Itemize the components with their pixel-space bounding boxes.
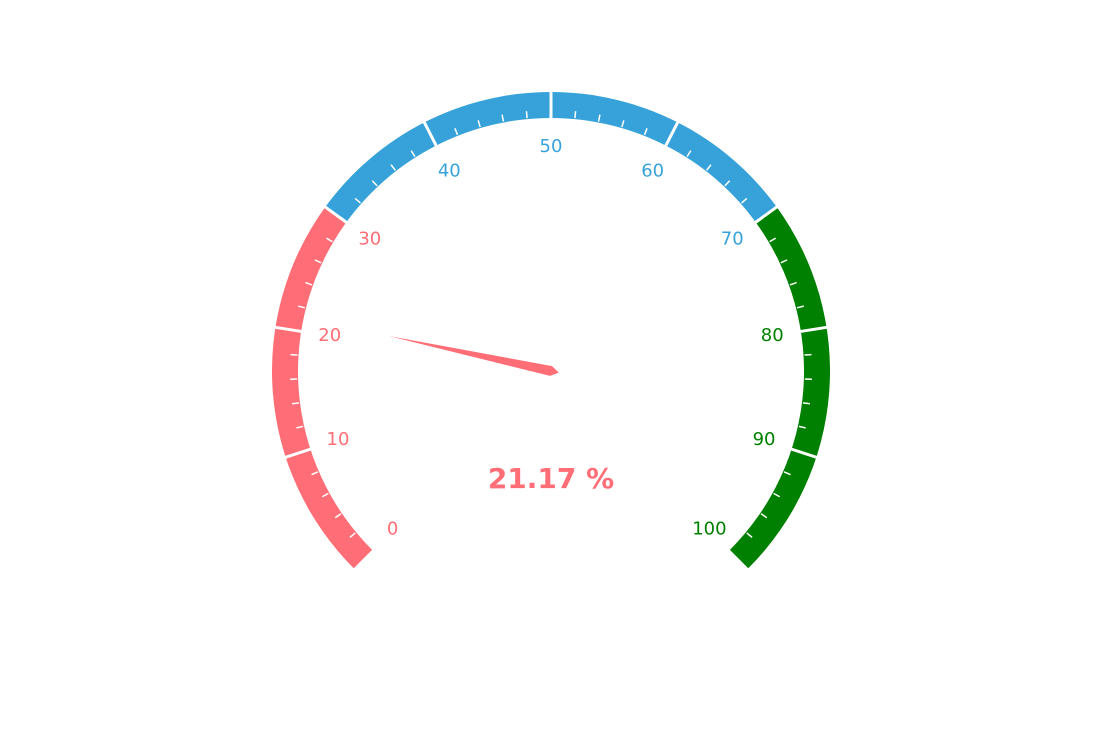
gauge-tick-label: 60 (641, 160, 664, 181)
gauge-band-0 (271, 207, 373, 569)
gauge-minor-tick (390, 164, 396, 171)
gauge-minor-tick (525, 111, 528, 119)
gauge-tick-label: 100 (692, 518, 726, 539)
gauge-minor-ticks (290, 111, 812, 538)
gauge-tick-label: 20 (318, 325, 341, 346)
gauge-tick-label: 80 (761, 325, 784, 346)
gauge-minor-tick (643, 128, 648, 136)
gauge-minor-tick (769, 237, 777, 243)
gauge-minor-tick (621, 120, 625, 128)
gauge-minor-tick (798, 425, 806, 429)
gauge-split-line (422, 120, 438, 148)
gauge-minor-tick (597, 114, 601, 122)
gauge-tick-label: 0 (387, 518, 398, 539)
gauge-minor-tick (760, 513, 768, 519)
gauge-minor-tick (291, 402, 300, 405)
gauge-minor-tick (796, 305, 804, 309)
gauge-minor-tick (371, 180, 378, 187)
gauge-minor-tick (789, 281, 797, 286)
gauge-minor-tick (686, 150, 692, 157)
gauge-tick-label: 10 (327, 429, 350, 450)
gauge-minor-tick (773, 492, 781, 498)
gauge-band-1 (325, 91, 777, 223)
gauge-split-line (323, 205, 349, 225)
gauge-minor-tick (305, 281, 313, 286)
gauge-minor-tick (724, 180, 731, 187)
gauge-split-line (753, 205, 779, 225)
gauge-minor-tick (574, 111, 577, 119)
gauge-minor-tick (410, 150, 416, 157)
gauge-bands (271, 91, 831, 569)
gauge-tick-label: 30 (358, 228, 381, 249)
gauge-tick-label: 70 (721, 228, 744, 249)
gauge-minor-tick (314, 259, 322, 264)
gauge-minor-tick (746, 532, 753, 538)
gauge-minor-tick (741, 197, 748, 204)
gauge-minor-tick (477, 120, 481, 128)
gauge-minor-tick (354, 197, 361, 204)
gauge-band-2 (729, 207, 831, 569)
gauge-minor-tick (298, 305, 306, 309)
gauge-minor-tick (334, 513, 342, 519)
gauge-minor-tick (454, 128, 459, 136)
gauge-split-line (284, 447, 312, 459)
gauge-split-line (664, 120, 680, 148)
gauge-tick-labels: 0 10 20 30 40 50 60 70 80 90 100 (318, 136, 783, 539)
gauge-tick-label: 40 (438, 160, 461, 181)
gauge-split-line (274, 325, 303, 334)
gauge-minor-tick (501, 114, 505, 122)
gauge-minor-tick (325, 237, 333, 243)
gauge-minor-tick (311, 471, 319, 476)
gauge-pointer (388, 336, 559, 376)
gauge-split-line (799, 325, 828, 334)
gauge-split-line (790, 447, 818, 459)
gauge-tick-label: 90 (753, 429, 776, 450)
gauge-split-lines (274, 91, 828, 459)
gauge-minor-tick (783, 471, 791, 476)
gauge-value-label: 21.17 % (488, 462, 614, 495)
gauge-minor-tick (780, 259, 788, 264)
gauge-tick-label: 50 (540, 136, 563, 157)
gauge-minor-tick (802, 402, 811, 405)
gauge-minor-tick (296, 425, 304, 429)
gauge-minor-tick (706, 164, 712, 171)
gauge-minor-tick (349, 532, 356, 538)
gauge-minor-tick (321, 492, 329, 498)
